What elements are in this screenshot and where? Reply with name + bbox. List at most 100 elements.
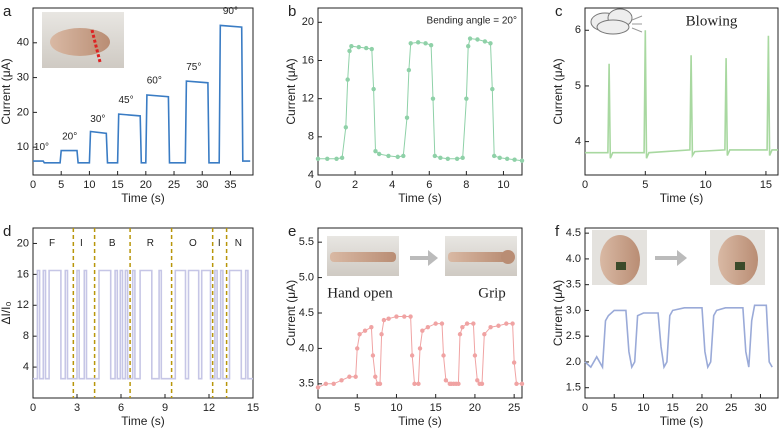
x-tick-label: 5 bbox=[642, 179, 648, 191]
y-tick-label: 10 bbox=[17, 141, 29, 153]
x-tick-label: 12 bbox=[203, 402, 215, 414]
data-point bbox=[471, 321, 476, 326]
arrow bbox=[410, 250, 438, 266]
photo-face-2 bbox=[710, 230, 765, 285]
data-point bbox=[401, 153, 406, 159]
annotation: I bbox=[218, 238, 221, 249]
plot-frame bbox=[584, 227, 779, 399]
annotation: Blowing bbox=[686, 13, 738, 29]
data-point bbox=[343, 125, 349, 130]
y-axis-label: ΔI/I₀ bbox=[0, 301, 13, 324]
data-line bbox=[33, 24, 251, 164]
data-point bbox=[394, 314, 399, 319]
panel-label: f bbox=[555, 223, 560, 240]
data-point bbox=[408, 41, 413, 46]
data-point bbox=[519, 158, 525, 163]
x-tick-label: 5 bbox=[354, 402, 360, 414]
photo-face-1 bbox=[592, 230, 647, 285]
data-point bbox=[475, 378, 480, 383]
x-tick-label: 15 bbox=[760, 179, 772, 191]
data-line bbox=[33, 269, 253, 380]
data-point bbox=[479, 381, 485, 387]
annotation: 75° bbox=[186, 62, 201, 73]
x-tick-label: 30 bbox=[196, 179, 208, 191]
data-point bbox=[373, 148, 378, 154]
y-axis-label: Current (μA) bbox=[284, 280, 298, 346]
annotation: O bbox=[189, 238, 197, 249]
x-tick-label: 15 bbox=[667, 402, 679, 414]
x-tick-label: 8 bbox=[463, 179, 469, 191]
data-point bbox=[406, 67, 412, 73]
photo-grip bbox=[445, 236, 517, 276]
data-point bbox=[464, 96, 469, 101]
x-tick-label: 35 bbox=[224, 179, 236, 191]
data-line bbox=[318, 37, 523, 162]
data-point bbox=[323, 381, 329, 387]
y-tick-label: 1.5 bbox=[566, 382, 581, 394]
data-point bbox=[488, 324, 493, 330]
data-point bbox=[370, 353, 376, 358]
arrow bbox=[655, 250, 687, 266]
y-tick-label: 5.5 bbox=[299, 236, 314, 248]
data-point bbox=[443, 378, 449, 383]
x-tick-label: 10 bbox=[637, 402, 649, 414]
y-tick-label: 4.0 bbox=[299, 342, 314, 354]
data-point bbox=[472, 353, 478, 358]
data-point bbox=[482, 39, 488, 44]
data-point bbox=[377, 381, 383, 387]
annotation: 60° bbox=[147, 76, 162, 87]
data-point bbox=[409, 353, 415, 358]
data-point bbox=[428, 43, 434, 48]
x-tick-label: 10 bbox=[390, 402, 402, 414]
data-point bbox=[439, 321, 445, 326]
data-point bbox=[331, 381, 336, 387]
y-tick-label: 4 bbox=[308, 169, 314, 181]
data-line bbox=[585, 30, 778, 159]
annotation: N bbox=[235, 238, 242, 249]
data-point bbox=[353, 374, 358, 379]
data-point bbox=[371, 86, 376, 92]
x-tick-label: 20 bbox=[696, 402, 708, 414]
y-tick-label: 3.5 bbox=[566, 279, 581, 291]
data-point bbox=[369, 324, 374, 330]
plot-frame bbox=[32, 7, 254, 176]
y-tick-label: 4 bbox=[575, 136, 581, 148]
data-point bbox=[519, 381, 525, 387]
y-tick-label: 4.5 bbox=[566, 227, 581, 239]
x-tick-label: 15 bbox=[111, 179, 123, 191]
y-axis-label: Current (μA) bbox=[284, 58, 298, 124]
data-point bbox=[441, 353, 446, 358]
plot-frame bbox=[317, 7, 523, 176]
y-tick-label: 6 bbox=[575, 24, 581, 36]
data-point bbox=[395, 154, 400, 160]
data-point bbox=[334, 156, 339, 161]
x-tick-label: 20 bbox=[140, 179, 152, 191]
data-point bbox=[347, 374, 352, 379]
data-point bbox=[425, 324, 431, 330]
x-tick-label: 4 bbox=[389, 179, 395, 191]
x-axis-label: Time (s) bbox=[121, 191, 165, 205]
data-point bbox=[456, 381, 461, 387]
data-point bbox=[432, 153, 438, 159]
x-tick-label: 0 bbox=[315, 402, 321, 414]
annotation: 30° bbox=[90, 114, 105, 125]
data-point bbox=[362, 328, 368, 333]
data-point bbox=[438, 155, 443, 161]
data-point bbox=[381, 317, 387, 323]
x-tick-label: 30 bbox=[754, 402, 766, 414]
data-point bbox=[315, 385, 321, 390]
data-point bbox=[325, 156, 330, 161]
data-point bbox=[504, 321, 509, 326]
data-point bbox=[466, 43, 471, 49]
data-point bbox=[369, 46, 374, 52]
annotation: R bbox=[147, 238, 154, 249]
y-tick-label: 8 bbox=[308, 131, 314, 143]
x-tick-label: 6 bbox=[118, 402, 124, 414]
data-point bbox=[379, 332, 384, 337]
annotation: B bbox=[109, 238, 116, 249]
data-point bbox=[510, 321, 515, 326]
data-point bbox=[514, 381, 519, 387]
y-axis-label: Current (μA) bbox=[0, 58, 13, 124]
data-point bbox=[364, 45, 369, 51]
